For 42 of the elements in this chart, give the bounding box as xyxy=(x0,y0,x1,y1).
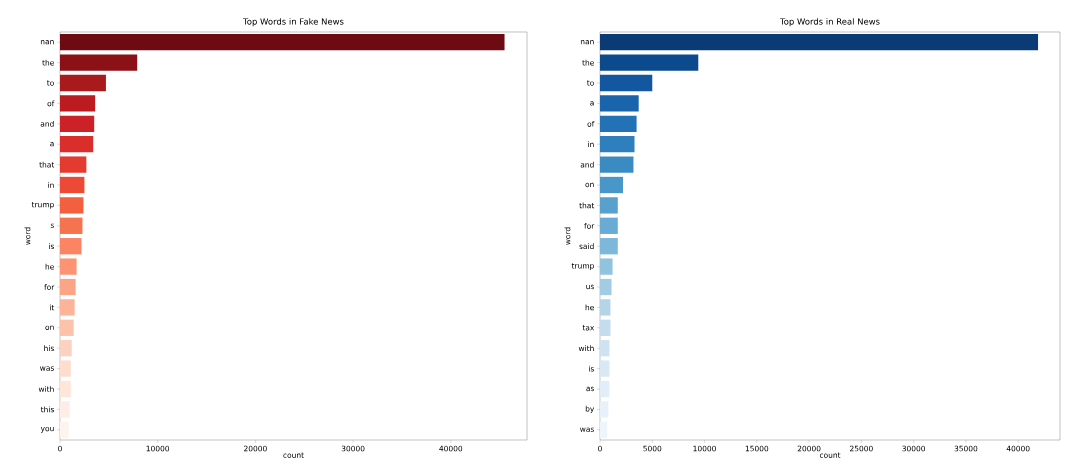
bar xyxy=(60,238,82,255)
bar xyxy=(60,115,95,132)
bar xyxy=(600,380,610,398)
bar xyxy=(60,95,96,112)
bar xyxy=(600,34,1039,51)
bar xyxy=(600,278,612,296)
bar xyxy=(600,74,653,92)
bar xyxy=(600,319,611,336)
bar xyxy=(600,340,610,357)
bar xyxy=(60,340,72,357)
bar xyxy=(60,156,87,173)
bar xyxy=(60,136,94,153)
bar xyxy=(600,299,611,316)
chart-title: Top Words in Real News xyxy=(779,18,880,27)
bar xyxy=(600,115,637,132)
bar xyxy=(600,156,634,173)
bar xyxy=(600,401,609,418)
bar xyxy=(600,176,624,194)
bar xyxy=(60,258,77,275)
bar xyxy=(600,95,639,112)
bar xyxy=(60,299,75,316)
bar xyxy=(60,319,74,336)
bar xyxy=(600,238,618,255)
bar xyxy=(60,54,138,71)
bar xyxy=(600,360,610,377)
bar xyxy=(60,401,70,418)
bar xyxy=(600,258,613,275)
chart-title: Top Words in Fake News xyxy=(243,18,344,27)
bar xyxy=(60,74,106,92)
bar xyxy=(600,197,618,214)
bar xyxy=(600,136,635,153)
bar xyxy=(60,197,84,214)
bar xyxy=(60,360,71,377)
bar xyxy=(600,421,608,438)
bar xyxy=(60,34,505,51)
bar xyxy=(60,380,71,398)
bar xyxy=(600,217,618,234)
bar xyxy=(600,54,699,71)
bar xyxy=(60,421,69,438)
bar xyxy=(60,176,85,194)
bar xyxy=(60,217,83,234)
bar xyxy=(60,278,76,296)
